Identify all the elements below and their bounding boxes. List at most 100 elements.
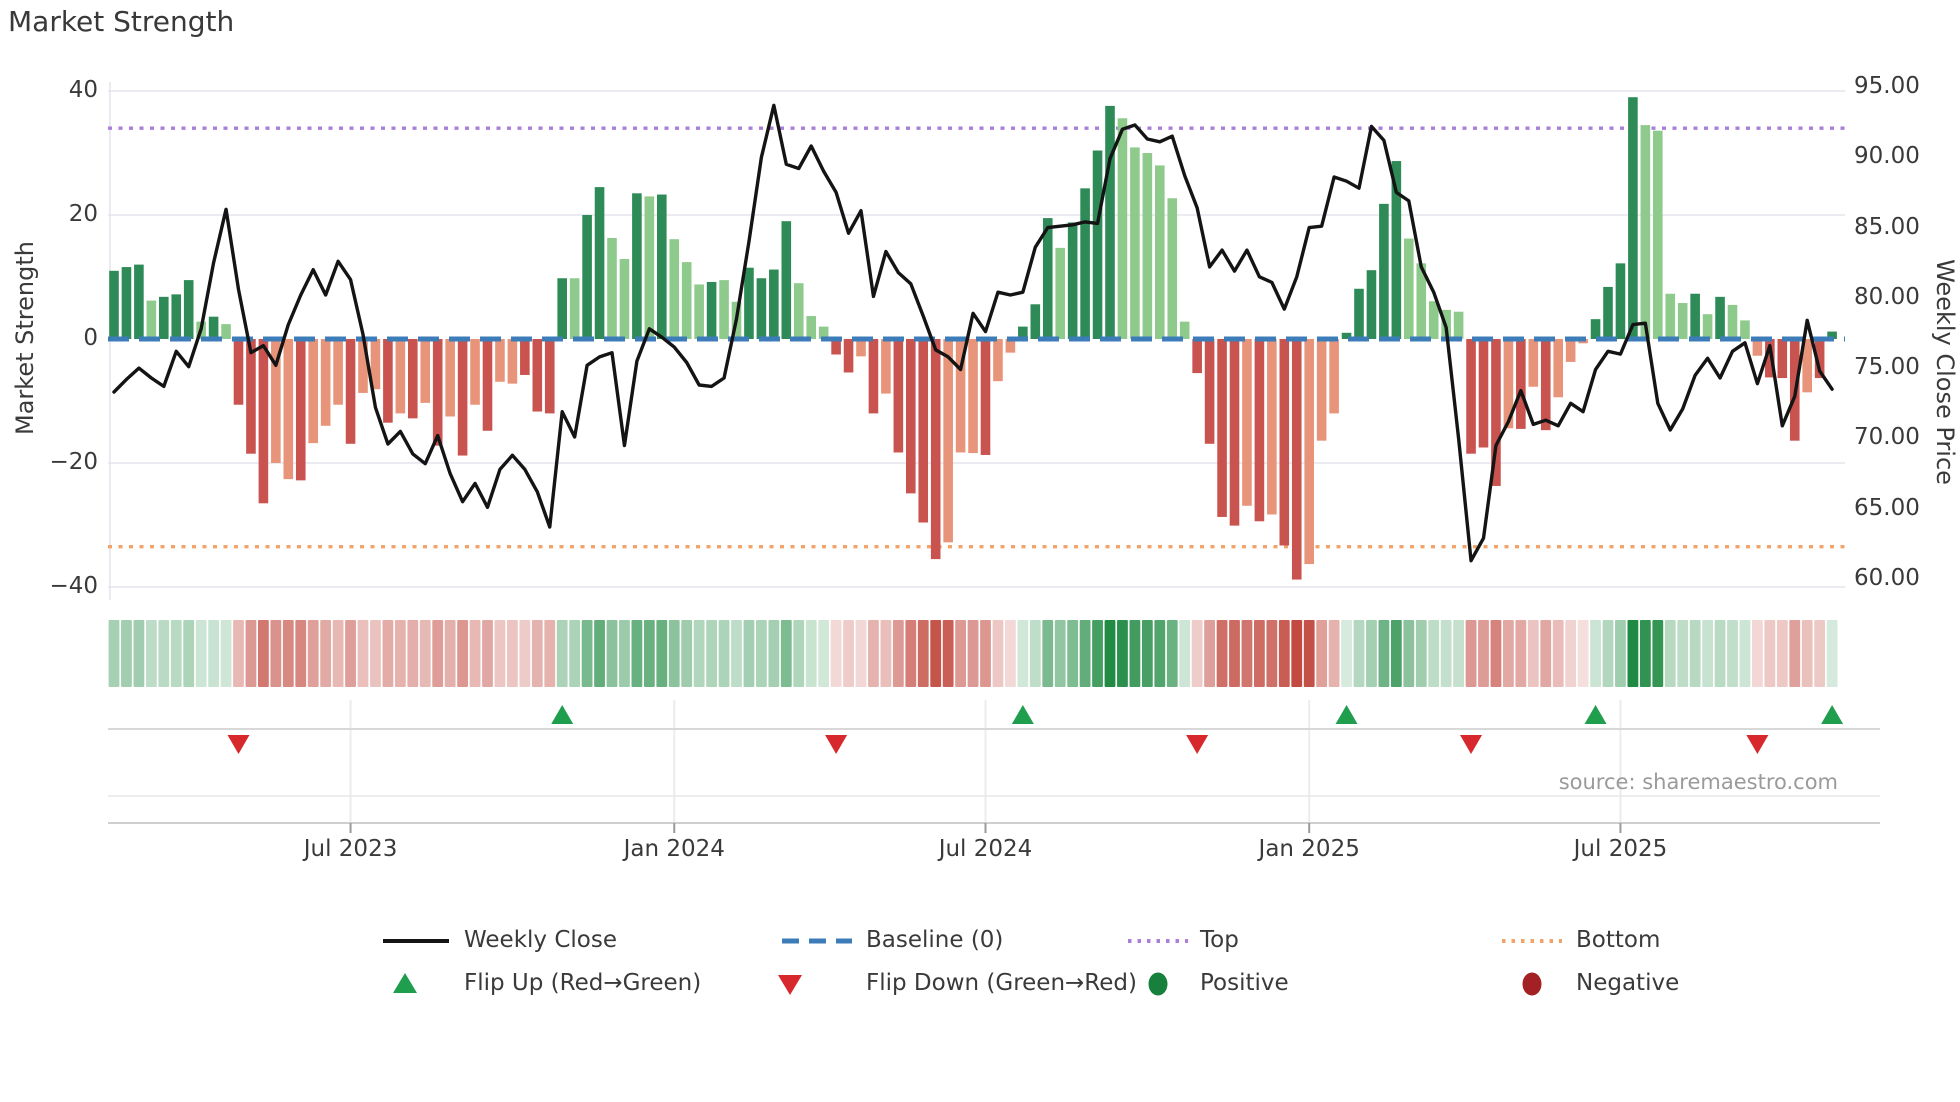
heatmap-cell: [108, 620, 120, 687]
strength-bar: [1042, 218, 1053, 339]
strength-bar: [1428, 301, 1439, 339]
heatmap-cell: [681, 620, 693, 687]
strength-bar: [906, 339, 916, 494]
legend-label-2-2[interactable]: Flip Down (Green→Red): [866, 970, 1137, 996]
strength-bar: [1702, 314, 1713, 339]
heatmap-cell: [183, 620, 195, 687]
y-right-tick-label: 90.00: [1854, 143, 1920, 170]
strength-bar: [980, 339, 991, 455]
heatmap-cell: [1353, 620, 1365, 687]
strength-bar: [495, 339, 505, 382]
heatmap-cell: [992, 620, 1004, 687]
y-right-tick-label: 70.00: [1854, 424, 1920, 451]
heatmap-cell: [631, 620, 643, 687]
x-tick-label: Jul 2024: [938, 836, 1033, 862]
strength-bar: [1715, 296, 1725, 339]
strength-bar: [1030, 304, 1041, 339]
strength-bar: [1677, 303, 1688, 339]
heatmap-cell: [1764, 620, 1776, 687]
strength-bar: [1018, 326, 1028, 339]
legend-label-1-3[interactable]: Top: [1200, 927, 1239, 953]
legend-label-1-2[interactable]: Baseline (0): [866, 927, 1004, 953]
y-left-tick-label: −40: [49, 573, 98, 599]
legend-label-1-1[interactable]: Weekly Close: [464, 927, 617, 953]
legend-symbol-circle[interactable]: [1148, 972, 1168, 996]
heatmap-cell: [407, 620, 419, 687]
strength-bar: [1055, 247, 1065, 339]
strength-bar: [345, 339, 356, 444]
heatmap-cell: [656, 620, 668, 687]
legend-symbol-circle[interactable]: [1522, 972, 1542, 996]
heatmap-cell: [1029, 620, 1041, 687]
strength-bar: [968, 339, 978, 454]
legend-symbol-triangle-down[interactable]: [778, 975, 802, 995]
heatmap-cell: [606, 620, 618, 687]
legend-label-2-4[interactable]: Negative: [1576, 970, 1680, 996]
strength-bar: [171, 294, 182, 339]
strength-bar: [1341, 332, 1352, 339]
heatmap-cell: [1341, 620, 1352, 687]
heatmap-cell: [1615, 620, 1626, 687]
flip-up-marker: [1584, 705, 1607, 724]
strength-bar: [1590, 319, 1601, 339]
flip-up-marker: [1011, 705, 1034, 724]
legend-symbol-triangle-up[interactable]: [393, 973, 417, 993]
heatmap-cell: [1117, 620, 1128, 687]
legend-label-2-1[interactable]: Flip Up (Red→Green): [464, 970, 702, 996]
strength-bar: [1752, 339, 1763, 356]
x-axis: [108, 700, 1880, 833]
y-right-tick-label: 75.00: [1854, 354, 1920, 381]
strength-bar: [1640, 125, 1651, 339]
heatmap-cell: [245, 620, 257, 687]
strength-bar: [109, 270, 119, 339]
heatmap-cell: [457, 620, 468, 687]
strength-bar: [1727, 304, 1738, 339]
heatmap-cell: [581, 620, 593, 687]
legend-label-2-3[interactable]: Positive: [1200, 970, 1289, 996]
strength-bar: [930, 339, 941, 560]
strength-bar: [532, 339, 543, 412]
heatmap-cell: [121, 620, 132, 687]
heatmap-cell: [768, 620, 780, 687]
strength-bar: [146, 300, 157, 339]
flip-down-marker: [1746, 735, 1769, 754]
heatmap-cell: [1478, 620, 1489, 687]
heatmap-cell: [1664, 620, 1676, 687]
strength-bar: [1802, 339, 1812, 393]
heatmap-cell: [706, 620, 717, 687]
strength-bar: [619, 259, 630, 339]
strength-bar: [1080, 188, 1090, 339]
heatmap-cell: [955, 620, 966, 687]
strength-bar: [1404, 238, 1414, 339]
heatmap-cell: [1241, 620, 1253, 687]
strength-bar: [955, 339, 966, 453]
legend-label-1-4[interactable]: Bottom: [1576, 927, 1661, 953]
strength-bar: [793, 283, 804, 339]
strength-bar: [1179, 321, 1190, 339]
strength-bar: [569, 278, 580, 339]
heatmap-cell: [1490, 620, 1502, 687]
heatmap-cell: [444, 620, 456, 687]
strength-bar: [482, 339, 493, 431]
strength-bar: [358, 339, 368, 393]
strength-bar: [457, 339, 468, 456]
strength-bar: [408, 339, 418, 419]
heatmap-cell: [295, 620, 307, 687]
heatmap-cell: [394, 620, 406, 687]
strength-bar: [706, 281, 717, 339]
strength-bar: [769, 269, 779, 339]
heatmap-cell: [170, 620, 182, 687]
strength-bar: [520, 339, 530, 375]
strength-bar: [1291, 339, 1302, 580]
heatmap-cell: [1204, 620, 1215, 687]
strength-bar: [1690, 293, 1700, 339]
heatmap-cell: [1440, 620, 1452, 687]
strength-bar: [1615, 263, 1626, 339]
heatmap-cell: [793, 620, 805, 687]
x-tick-label: Jul 2025: [1573, 836, 1668, 862]
heatmap-cell: [643, 620, 655, 687]
heatmap-cell: [1179, 620, 1191, 687]
heatmap-cell: [1191, 620, 1203, 687]
flip-up-marker: [1335, 705, 1358, 724]
strength-bar: [1379, 203, 1389, 339]
